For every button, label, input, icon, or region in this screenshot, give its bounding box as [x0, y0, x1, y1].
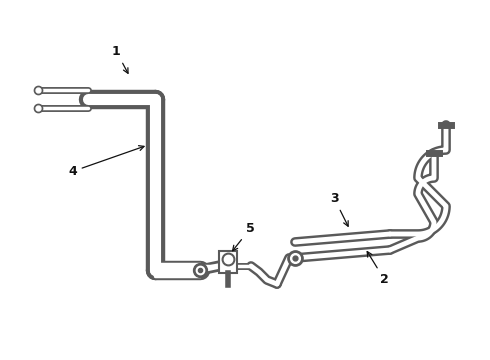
FancyBboxPatch shape [219, 251, 237, 273]
Text: 3: 3 [330, 192, 348, 226]
Text: 1: 1 [112, 45, 128, 73]
Text: 5: 5 [233, 222, 255, 251]
Text: 4: 4 [68, 146, 144, 178]
Text: 2: 2 [367, 252, 389, 286]
